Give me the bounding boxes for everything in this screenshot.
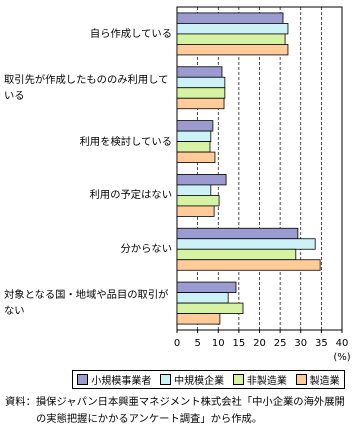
bar xyxy=(176,44,289,56)
bar xyxy=(176,97,225,110)
x-tick-label: 10 xyxy=(212,338,225,349)
legend-label: 製造業 xyxy=(309,376,340,387)
y-tick-label: 取引先が作成したもののみ利用している xyxy=(4,73,169,102)
x-tick-label: 40 xyxy=(336,338,349,349)
legend-item: 小規模事業者 xyxy=(77,372,151,387)
x-tick-label: 15 xyxy=(233,338,246,349)
legend-swatch xyxy=(77,374,89,385)
bar xyxy=(176,33,286,45)
bar xyxy=(176,259,321,271)
bar xyxy=(176,130,212,142)
legend-item: 中規模企業 xyxy=(160,372,224,387)
legend-item: 非製造業 xyxy=(232,372,287,387)
category-label-box: 対象となる国・地域や品目の取引がない xyxy=(4,287,172,319)
category-label-box: 取引先が作成したもののみ利用している xyxy=(4,72,172,104)
x-tick-label: 20 xyxy=(253,338,266,349)
bar xyxy=(176,238,316,250)
y-tick-label: 分からない xyxy=(120,243,172,256)
bar xyxy=(176,195,220,207)
bar xyxy=(176,141,211,153)
bar xyxy=(176,151,216,163)
legend-label: 小規模事業者 xyxy=(91,376,152,387)
plot-frame xyxy=(176,6,343,331)
x-tick-label: 25 xyxy=(274,338,287,349)
y-tick-label: 自ら作成している xyxy=(89,27,172,40)
y-tick-label: 利用を検討している xyxy=(79,135,172,148)
bar xyxy=(176,66,223,78)
bar xyxy=(176,174,227,186)
x-tick-label: 35 xyxy=(315,338,328,349)
bar xyxy=(176,292,229,304)
bar xyxy=(176,87,226,99)
source-note: 資料：損保ジャパン日本興亜マネジメント株式会社「中小企業の海外展開の実態把握にか… xyxy=(5,396,345,425)
bar xyxy=(176,313,221,325)
bar xyxy=(176,205,215,217)
bar xyxy=(176,248,297,261)
category-label-box: 利用を検討している xyxy=(4,134,172,150)
legend-label: 非製造業 xyxy=(246,376,287,387)
x-tick-label: 5 xyxy=(194,338,200,349)
bar xyxy=(176,23,289,35)
legend: 小規模事業者 中規模企業 非製造業 製造業 xyxy=(72,370,345,389)
legend-swatch xyxy=(160,374,172,385)
legend-label: 中規模企業 xyxy=(174,376,225,387)
x-axis-label: (%) xyxy=(333,352,350,363)
x-tick-label: 30 xyxy=(294,338,307,349)
bar xyxy=(176,120,214,132)
y-tick-label: 対象となる国・地域や品目の取引がない xyxy=(4,289,169,318)
bar xyxy=(176,76,226,89)
y-tick-label: 利用の予定はない xyxy=(89,189,172,202)
legend-swatch xyxy=(232,374,244,385)
bar xyxy=(176,184,212,196)
category-label-box: 利用の予定はない xyxy=(4,187,172,203)
legend-item: 製造業 xyxy=(295,372,340,387)
bar xyxy=(176,227,299,240)
bar xyxy=(176,302,244,314)
bar xyxy=(176,281,237,293)
category-label-box: 分からない xyxy=(4,241,172,257)
bar xyxy=(176,12,284,24)
category-label-box: 自ら作成している xyxy=(4,26,172,42)
x-tick-label: 0 xyxy=(174,338,180,349)
legend-swatch xyxy=(295,374,307,385)
